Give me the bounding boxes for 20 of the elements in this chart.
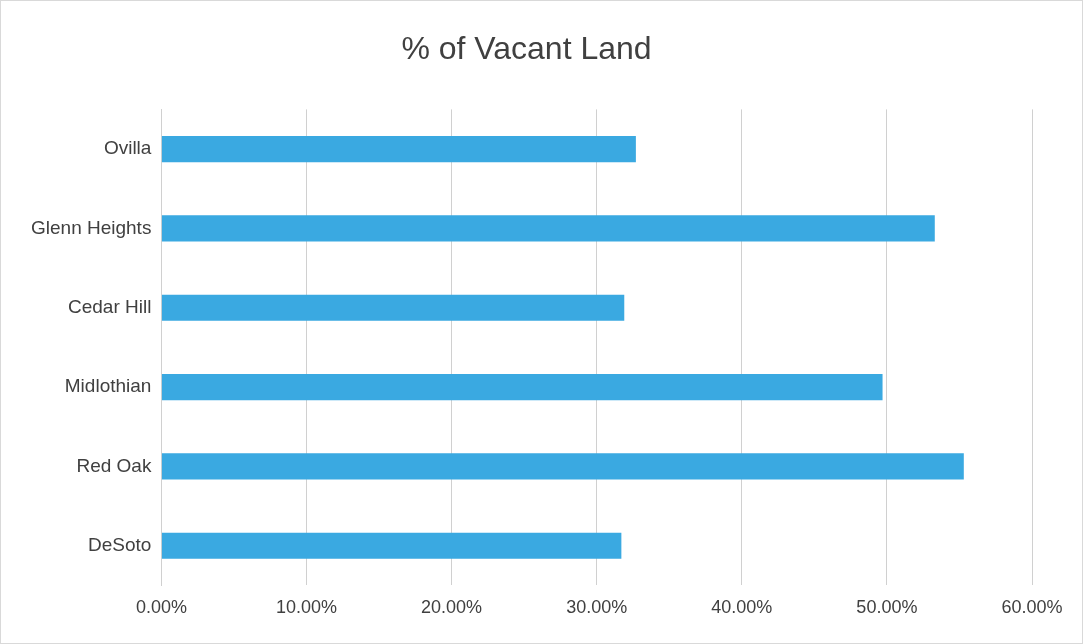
y-tick-label: Cedar Hill	[67, 295, 152, 317]
y-tick-label: DeSoto	[88, 533, 152, 555]
x-tick-label: 30.00%	[566, 597, 628, 618]
bar	[161, 135, 636, 163]
bar	[161, 532, 622, 559]
bar	[161, 453, 964, 480]
x-tick-label: 0.00%	[135, 597, 187, 618]
y-tick-label: Ovilla	[103, 137, 152, 159]
bar	[161, 215, 935, 242]
bar	[161, 373, 883, 401]
y-tick-label: Red Oak	[76, 454, 152, 476]
x-tick-label: 10.00%	[275, 597, 338, 618]
x-tick-label: 40.00%	[711, 597, 773, 618]
x-tick-label: 60.00%	[1001, 597, 1063, 618]
x-tick-label: 50.00%	[856, 597, 918, 618]
chart-title: % of Vacant Land	[401, 30, 652, 67]
y-tick-label: Midlothian	[64, 375, 152, 397]
bar	[161, 294, 625, 321]
y-tick-label: Glenn Heights	[31, 216, 152, 238]
x-tick-label: 20.00%	[421, 597, 483, 618]
